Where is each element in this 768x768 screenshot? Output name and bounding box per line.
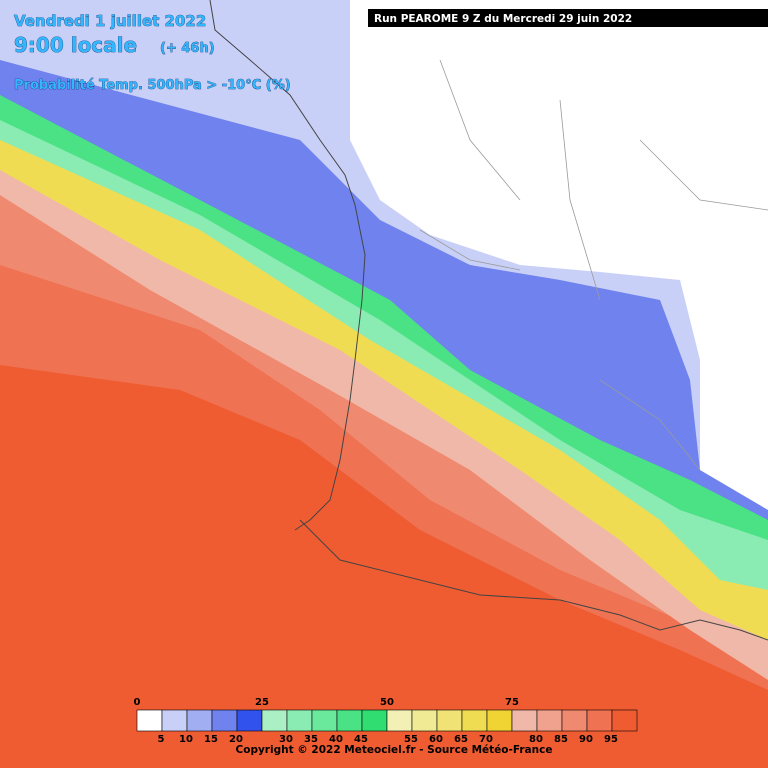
geography	[209, 0, 768, 641]
lead-time: (+ 46h)	[160, 41, 215, 56]
time: 9:00 locale	[14, 33, 137, 57]
legend-label: 65	[454, 734, 468, 745]
legend-swatch	[486, 709, 513, 732]
band	[350, 0, 768, 510]
legend-label: 10	[179, 734, 193, 745]
legend-label: 75	[505, 697, 519, 708]
legend-label: 15	[204, 734, 218, 745]
legend-label: 55	[404, 734, 418, 745]
legend-label: 70	[479, 734, 493, 745]
date: Vendredi 1 juillet 2022	[14, 12, 206, 30]
legend-label: 40	[329, 734, 343, 745]
legend-swatch	[311, 709, 338, 732]
legend-swatch	[461, 709, 488, 732]
legend: 0 5 10 15 20 25 30 35 40 45 50 55 60 65 70 75 80 85 90 95	[134, 697, 638, 745]
legend-label: 80	[529, 734, 543, 745]
legend-swatch	[536, 709, 563, 732]
legend-label: 95	[604, 734, 618, 745]
legend-swatch	[611, 709, 638, 732]
legend-label: 25	[255, 697, 269, 708]
legend-label: 50	[380, 697, 394, 708]
border	[419, 59, 768, 471]
legend-swatch	[561, 709, 588, 732]
legend-swatch	[186, 709, 213, 732]
legend-label: 90	[579, 734, 593, 745]
legend-swatch	[336, 709, 363, 732]
legend-swatch	[161, 709, 188, 732]
legend-swatch	[136, 709, 163, 732]
legend-label: 35	[304, 734, 318, 745]
legend-label: 85	[554, 734, 568, 745]
legend-label: 5	[158, 734, 165, 745]
legend-swatch	[511, 709, 538, 732]
legend-label: 60	[429, 734, 443, 745]
legend-swatch	[386, 709, 413, 732]
legend-swatch	[211, 709, 238, 732]
coastline	[299, 519, 768, 641]
coastline	[209, 0, 366, 531]
legend-label: 45	[354, 734, 368, 745]
legend-swatch	[236, 709, 263, 732]
legend-label: 20	[229, 734, 243, 745]
legend-swatch	[361, 709, 388, 732]
run-label: Run PEAROME 9 Z du Mercredi 29 juin 2022	[374, 13, 632, 25]
legend-label: 30	[279, 734, 293, 745]
legend-swatch	[286, 709, 313, 732]
legend-label: 0	[134, 697, 141, 708]
run-box	[368, 9, 768, 27]
parameter: Probabilité Temp. 500hPa > -10°C (%)	[14, 78, 291, 93]
legend-swatch	[411, 709, 438, 732]
copyright: Copyright © 2022 Meteociel.fr - Source M…	[236, 744, 553, 756]
legend-swatch	[261, 709, 288, 732]
legend-swatch	[436, 709, 463, 732]
legend-swatch	[586, 709, 613, 732]
